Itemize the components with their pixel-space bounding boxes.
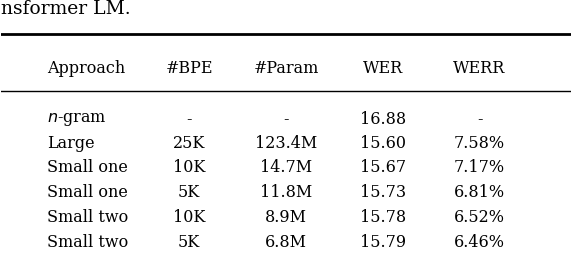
Text: #Param: #Param: [253, 60, 319, 77]
Text: 16.88: 16.88: [360, 111, 406, 128]
Text: Small two: Small two: [47, 209, 128, 226]
Text: Small one: Small one: [47, 184, 128, 201]
Text: 6.8M: 6.8M: [265, 234, 307, 251]
Text: WERR: WERR: [454, 60, 506, 77]
Text: nsformer LM.: nsformer LM.: [1, 0, 131, 18]
Text: 15.67: 15.67: [360, 158, 406, 176]
Text: 123.4M: 123.4M: [255, 135, 317, 152]
Text: Large: Large: [47, 135, 94, 152]
Text: WER: WER: [363, 60, 403, 77]
Text: 6.81%: 6.81%: [454, 184, 505, 201]
Text: 10K: 10K: [173, 209, 205, 226]
Text: 15.78: 15.78: [360, 209, 406, 226]
Text: 10K: 10K: [173, 158, 205, 176]
Text: 15.73: 15.73: [360, 184, 406, 201]
Text: Small one: Small one: [47, 158, 128, 176]
Text: 14.7M: 14.7M: [260, 158, 312, 176]
Text: 11.8M: 11.8M: [260, 184, 312, 201]
Text: 25K: 25K: [173, 135, 205, 152]
Text: 5K: 5K: [178, 184, 200, 201]
Text: 6.46%: 6.46%: [454, 234, 505, 251]
Text: 7.17%: 7.17%: [454, 158, 505, 176]
Text: 7.58%: 7.58%: [454, 135, 505, 152]
Text: Small two: Small two: [47, 234, 128, 251]
Text: #BPE: #BPE: [165, 60, 213, 77]
Text: 6.52%: 6.52%: [454, 209, 505, 226]
Text: 8.9M: 8.9M: [265, 209, 307, 226]
Text: 15.60: 15.60: [360, 135, 406, 152]
Text: 15.79: 15.79: [360, 234, 406, 251]
Text: 5K: 5K: [178, 234, 200, 251]
Text: Approach: Approach: [47, 60, 125, 77]
Text: -: -: [477, 111, 482, 128]
Text: -: -: [186, 111, 192, 128]
Text: -: -: [283, 111, 289, 128]
Text: $n$-gram: $n$-gram: [47, 111, 107, 128]
